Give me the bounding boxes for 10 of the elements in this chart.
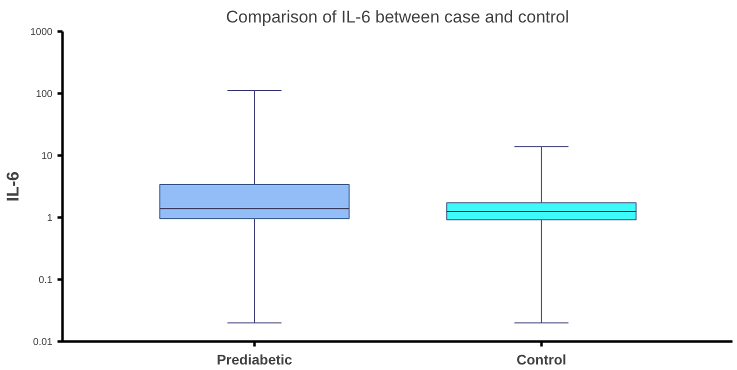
- y-tick-label: 10: [41, 151, 53, 162]
- y-tick-label: 100: [36, 89, 53, 100]
- y-tick-label: 0.01: [33, 337, 53, 348]
- y-axis-title: IL-6: [3, 171, 22, 202]
- chart-title: Comparison of IL-6 between case and control: [226, 8, 570, 26]
- y-tick-label: 1: [46, 213, 53, 224]
- y-tick-label: 1000: [30, 27, 53, 38]
- x-tick-label: Prediabetic: [216, 352, 292, 368]
- y-tick-label: 0.1: [38, 275, 53, 286]
- x-tick-label: Control: [516, 352, 566, 368]
